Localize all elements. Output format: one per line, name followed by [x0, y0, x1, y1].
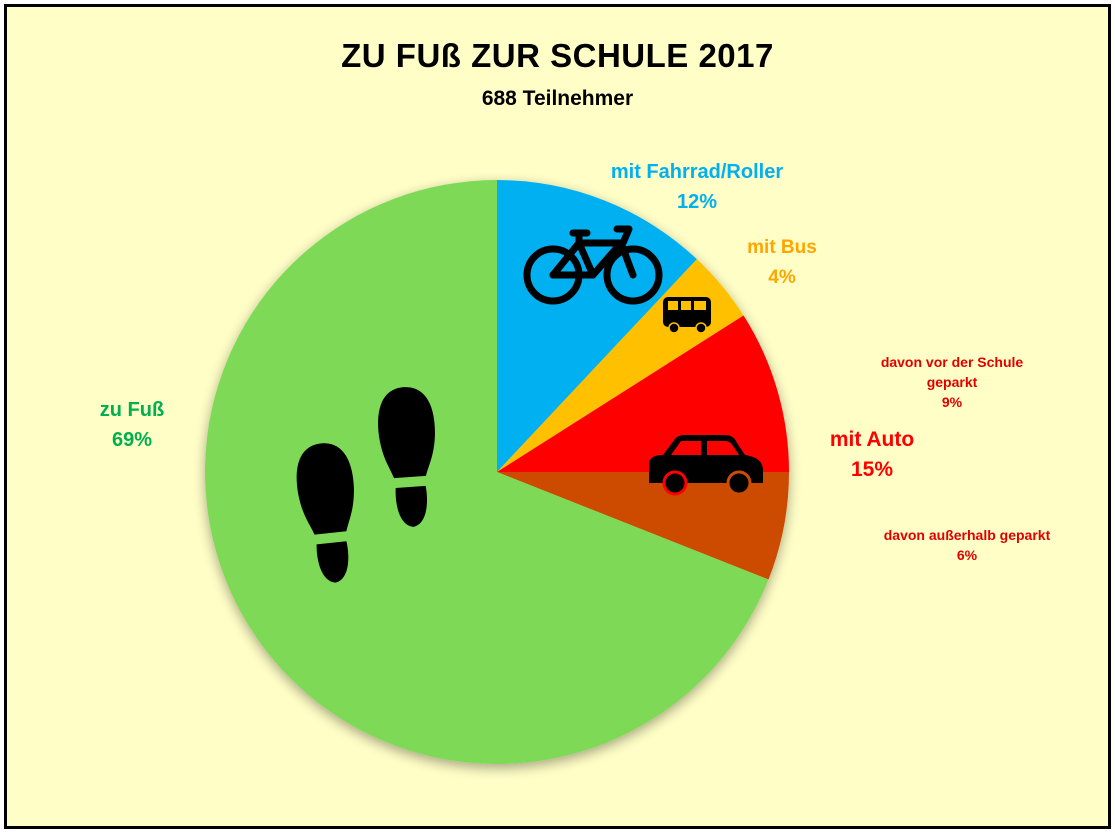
label-bus-name: mit Bus	[747, 237, 817, 258]
label-zu-fuss-percent: 69%	[111, 429, 153, 451]
bus-icon	[663, 297, 711, 334]
car-icon	[649, 435, 763, 496]
label-bus: mit Bus 4%	[707, 233, 857, 293]
label-fahrrad: mit Fahrrad/Roller 12%	[577, 157, 817, 217]
label-fahrrad-percent: 12%	[676, 191, 718, 213]
pie-slice-4	[205, 180, 769, 764]
label-vor-schule-line2: geparkt	[926, 374, 978, 390]
label-vor-schule-line1: davon vor der Schule	[880, 354, 1024, 370]
footprints-icon	[296, 387, 435, 583]
chart-title: ZU FUß ZUR SCHULE 2017	[341, 37, 774, 74]
label-auto: mit Auto 15%	[797, 425, 947, 485]
label-fahrrad-name: mit Fahrrad/Roller	[610, 161, 784, 183]
bicycle-icon	[523, 225, 663, 305]
pie-chart	[205, 180, 789, 764]
label-zu-fuss-name: zu Fuß	[99, 399, 165, 421]
pie-slice-3	[497, 472, 789, 580]
label-vor-schule-percent: 9%	[941, 394, 963, 410]
chart-subtitle: 688 Teilnehmer	[481, 87, 634, 110]
label-vor-schule: davon vor der Schule geparkt 9%	[857, 352, 1047, 412]
label-zu-fuss: zu Fuß 69%	[67, 395, 197, 455]
label-auto-name: mit Auto	[829, 428, 915, 451]
pie-slice-2	[497, 315, 789, 472]
label-bus-percent: 4%	[768, 267, 796, 288]
label-ausserhalb: davon außerhalb geparkt 6%	[857, 525, 1077, 565]
label-auto-percent: 15%	[850, 458, 894, 481]
chart-frame: ZU FUß ZUR SCHULE 2017 688 Teilnehmer	[4, 4, 1111, 829]
label-ausserhalb-percent: 6%	[956, 547, 978, 563]
label-ausserhalb-line1: davon außerhalb geparkt	[883, 527, 1051, 543]
